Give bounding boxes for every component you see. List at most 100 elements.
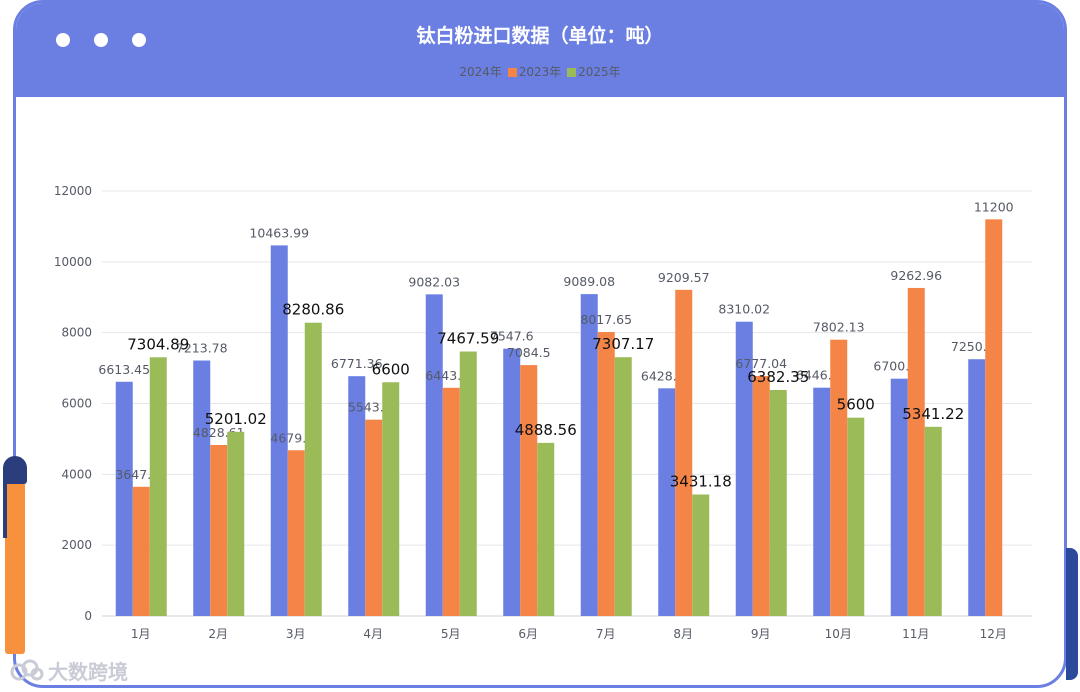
bar[interactable] — [115, 381, 133, 616]
data-label: 6600 — [372, 360, 410, 378]
bar[interactable] — [149, 357, 167, 616]
bar[interactable] — [752, 375, 770, 616]
legend-label: 2025年 — [578, 65, 621, 79]
bar[interactable] — [382, 382, 400, 616]
x-tick-label: 9月 — [751, 627, 771, 641]
bar[interactable] — [675, 289, 693, 616]
cloud-logo-icon — [10, 659, 44, 680]
bar[interactable] — [442, 387, 460, 616]
bar[interactable] — [459, 351, 477, 616]
bar[interactable] — [658, 388, 676, 616]
bar[interactable] — [968, 359, 986, 616]
data-label: 7213.78 — [176, 341, 228, 356]
side-tab-decoration — [1066, 548, 1078, 680]
bar[interactable] — [769, 389, 787, 616]
bar[interactable] — [907, 287, 925, 616]
x-tick-label: 4月 — [363, 627, 383, 641]
bar[interactable] — [520, 365, 538, 616]
x-tick-label: 10月 — [825, 627, 852, 641]
legend-label: 2024年 — [459, 65, 502, 79]
bar[interactable] — [287, 450, 305, 616]
x-tick-label: 7月 — [596, 627, 616, 641]
data-label: 8017.65 — [580, 312, 632, 327]
data-label: 8310.02 — [718, 302, 770, 317]
y-tick-label: 0 — [84, 609, 92, 623]
window-dot-icon — [132, 33, 146, 47]
data-label: 6613.45 — [98, 362, 150, 377]
legend-swatch — [507, 68, 517, 77]
chart-legend: 2024年 2023年 2025年 — [16, 63, 1064, 80]
bar[interactable] — [847, 417, 865, 616]
bar[interactable] — [270, 245, 288, 616]
bar[interactable] — [537, 442, 555, 616]
chart-title: 钛白粉进口数据（单位：吨） — [416, 25, 664, 47]
bar[interactable] — [503, 348, 521, 616]
data-label: 6771.36 — [331, 356, 383, 371]
data-label: 7304.89 — [127, 335, 189, 353]
data-label: 9262.96 — [890, 268, 942, 283]
data-label: 7547.6 — [490, 329, 534, 344]
y-tick-label: 6000 — [61, 397, 92, 411]
watermark-text: 大数跨境 — [48, 660, 128, 684]
bar[interactable] — [304, 322, 322, 616]
bar[interactable] — [597, 332, 615, 616]
bar[interactable] — [985, 219, 1003, 617]
y-tick-label: 8000 — [61, 326, 92, 340]
data-label: 9209.57 — [658, 270, 710, 285]
bar[interactable] — [210, 444, 228, 616]
data-label: 7084.5 — [507, 345, 551, 360]
data-label: 7467.59 — [437, 330, 499, 348]
bar[interactable] — [813, 387, 831, 616]
data-label: 6777.04 — [735, 356, 787, 371]
x-tick-label: 8月 — [673, 627, 693, 641]
data-label: 7307.17 — [592, 335, 654, 353]
bar[interactable] — [193, 360, 211, 616]
bar[interactable] — [890, 378, 908, 616]
x-tick-label: 12月 — [980, 627, 1007, 641]
data-label: 5600 — [837, 396, 875, 414]
bar[interactable] — [227, 431, 245, 616]
bar[interactable] — [692, 494, 710, 616]
bar[interactable] — [924, 426, 942, 616]
y-tick-label: 10000 — [54, 255, 92, 269]
x-tick-label: 2月 — [208, 627, 228, 641]
y-tick-label: 12000 — [54, 184, 92, 198]
x-tick-label: 3月 — [286, 627, 306, 641]
bar[interactable] — [580, 294, 598, 616]
data-label: 5201.02 — [205, 410, 267, 428]
chart-header: 钛白粉进口数据（单位：吨） 2024年 2023年 2025年 — [16, 3, 1064, 97]
legend-item-2024[interactable]: 2024年 — [459, 63, 502, 80]
pen-decoration — [3, 456, 27, 666]
y-tick-label: 2000 — [61, 538, 92, 552]
bar[interactable] — [735, 321, 753, 616]
data-label: 4888.56 — [515, 421, 577, 439]
data-label: 8280.86 — [282, 301, 344, 319]
legend-item-2025[interactable]: 2025年 — [567, 63, 621, 80]
y-tick-label: 4000 — [61, 467, 92, 481]
data-label: 3431.18 — [670, 472, 732, 490]
x-tick-label: 1月 — [131, 627, 151, 641]
data-label: 11200 — [974, 199, 1014, 214]
data-label: 7802.13 — [813, 320, 865, 335]
bar[interactable] — [614, 357, 632, 616]
window-dot-icon — [56, 33, 70, 47]
bar[interactable] — [425, 294, 443, 616]
data-label: 9082.03 — [408, 274, 460, 289]
legend-item-2023[interactable]: 2023年 — [507, 63, 562, 80]
data-label: 6382.35 — [747, 368, 809, 386]
bar[interactable] — [365, 419, 383, 616]
x-tick-label: 6月 — [518, 627, 538, 641]
data-label: 9089.08 — [563, 274, 615, 289]
bar[interactable] — [132, 486, 150, 616]
watermark: 大数跨境 — [10, 656, 128, 685]
legend-swatch — [567, 68, 577, 77]
bar[interactable] — [348, 376, 366, 616]
bar[interactable] — [830, 339, 848, 616]
x-tick-label: 5月 — [441, 627, 461, 641]
window-dot-icon — [94, 33, 108, 47]
legend-label: 2023年 — [518, 65, 562, 79]
data-label: 5341.22 — [902, 405, 964, 423]
x-tick-label: 11月 — [902, 627, 929, 641]
data-label: 10463.99 — [249, 225, 309, 240]
